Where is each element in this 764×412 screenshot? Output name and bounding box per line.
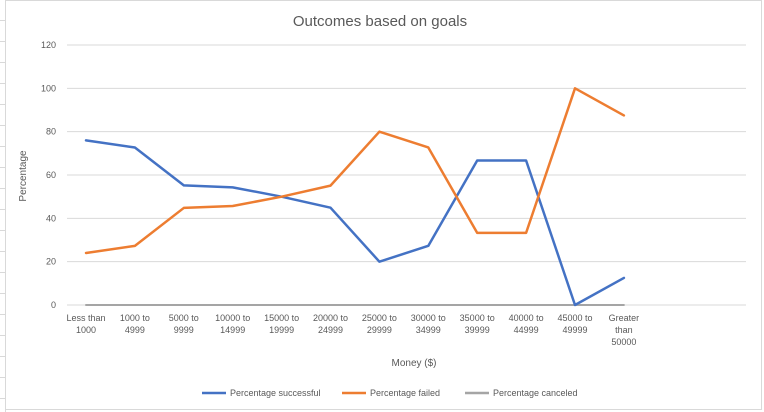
x-tick-label: 30000 to 34999 bbox=[411, 313, 446, 335]
line-chart: Outcomes based on goals 020406080100120 … bbox=[18, 13, 746, 398]
x-tick-label: 15000 to 19999 bbox=[264, 313, 299, 335]
x-tick-label: Greater than 50000 bbox=[609, 313, 640, 347]
y-tick-label: 40 bbox=[46, 213, 56, 223]
y-tick-label: 0 bbox=[51, 300, 56, 310]
x-tick-label: 1000 to 4999 bbox=[120, 313, 150, 335]
x-tick-label: 45000 to 49999 bbox=[557, 313, 592, 335]
y-axis-title: Percentage bbox=[18, 150, 29, 202]
series-lines bbox=[84, 87, 626, 307]
legend-label: Percentage canceled bbox=[493, 388, 578, 398]
x-tick-label: 10000 to 14999 bbox=[215, 313, 250, 335]
y-tick-label: 20 bbox=[46, 257, 56, 267]
y-tick-label: 100 bbox=[41, 83, 56, 93]
x-axis-ticks: Less than 1000 1000 to 4999 5000 to 9999 10000… bbox=[66, 313, 639, 347]
y-tick-label: 120 bbox=[41, 40, 56, 50]
x-tick-label: 5000 to 9999 bbox=[169, 313, 199, 335]
legend: Percentage successful Percentage failed Pe… bbox=[202, 388, 578, 398]
chart-area[interactable]: Outcomes based on goals 0 20 40 60 80 100 120 … bbox=[5, 0, 762, 410]
x-tick-label: 35000 to 39999 bbox=[460, 313, 495, 335]
x-axis-title: Money ($) bbox=[391, 358, 436, 369]
y-tick-label: 80 bbox=[46, 127, 56, 137]
x-tick-label: 25000 to 29999 bbox=[362, 313, 397, 335]
chart-title: Outcomes based on goals bbox=[293, 13, 467, 30]
series-line-percentage-successful[interactable] bbox=[84, 139, 626, 307]
x-tick-label: 40000 to 44999 bbox=[509, 313, 544, 335]
legend-label: Percentage successful bbox=[230, 388, 321, 398]
y-tick-label: 60 bbox=[46, 170, 56, 180]
x-tick-label: Less than 1000 bbox=[66, 313, 105, 335]
series-line-percentage-failed[interactable] bbox=[84, 87, 626, 255]
x-tick-label: 20000 to 24999 bbox=[313, 313, 348, 335]
y-axis-ticks: 0 20 40 60 80 100 120 bbox=[41, 40, 56, 310]
legend-label: Percentage failed bbox=[370, 388, 440, 398]
